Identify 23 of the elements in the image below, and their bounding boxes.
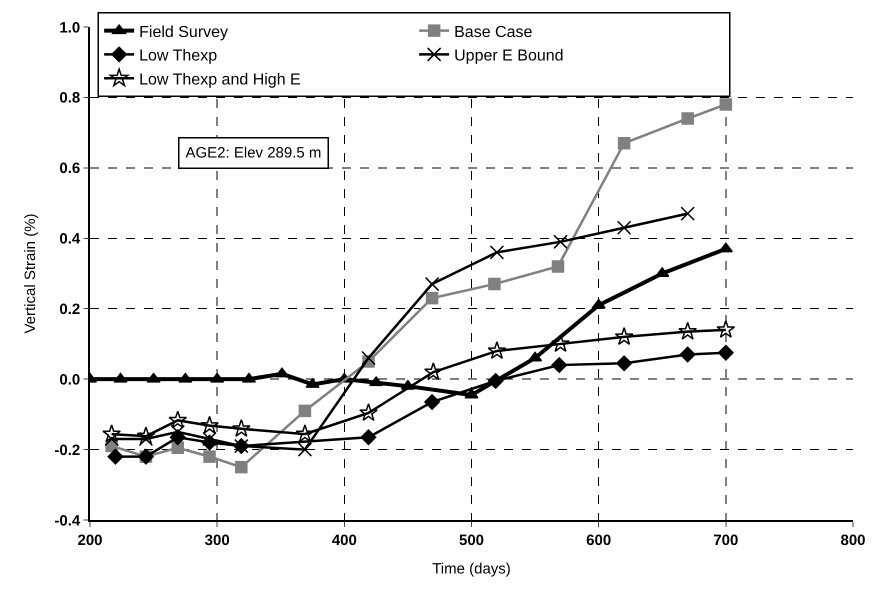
x-tick-label: 800 bbox=[840, 532, 866, 549]
legend-label: Upper E Bound bbox=[454, 48, 564, 65]
y-tick-label: 0.6 bbox=[59, 160, 80, 178]
legend-label: Low Thexp bbox=[139, 48, 218, 65]
y-tick-label: -0.2 bbox=[54, 442, 80, 459]
x-tick-label: 600 bbox=[586, 532, 612, 549]
annotation: AGE2: Elev 289.5 m bbox=[186, 144, 322, 162]
legend-label: Base Case bbox=[454, 24, 532, 41]
y-tick-label: 0.8 bbox=[59, 90, 80, 107]
x-tick-label: 400 bbox=[332, 532, 357, 549]
y-tick-label: 0.2 bbox=[59, 300, 80, 318]
y-axis-title: Vertical Strain (%) bbox=[22, 213, 40, 334]
x-tick-label: 500 bbox=[458, 532, 484, 549]
x-tick-label: 300 bbox=[204, 532, 230, 549]
legend-label: Field Survey bbox=[139, 24, 228, 41]
x-tick-label: 200 bbox=[77, 532, 103, 549]
y-tick-label: -0.4 bbox=[54, 512, 81, 530]
legend-label: Low Thexp and High E bbox=[139, 71, 301, 88]
x-tick-label: 700 bbox=[713, 532, 738, 549]
y-tick-label: 0.0 bbox=[59, 371, 80, 388]
x-axis-title: Time (days) bbox=[432, 560, 511, 578]
y-tick-label: 0.4 bbox=[59, 230, 81, 248]
y-tick-label: 1.0 bbox=[59, 19, 80, 36]
